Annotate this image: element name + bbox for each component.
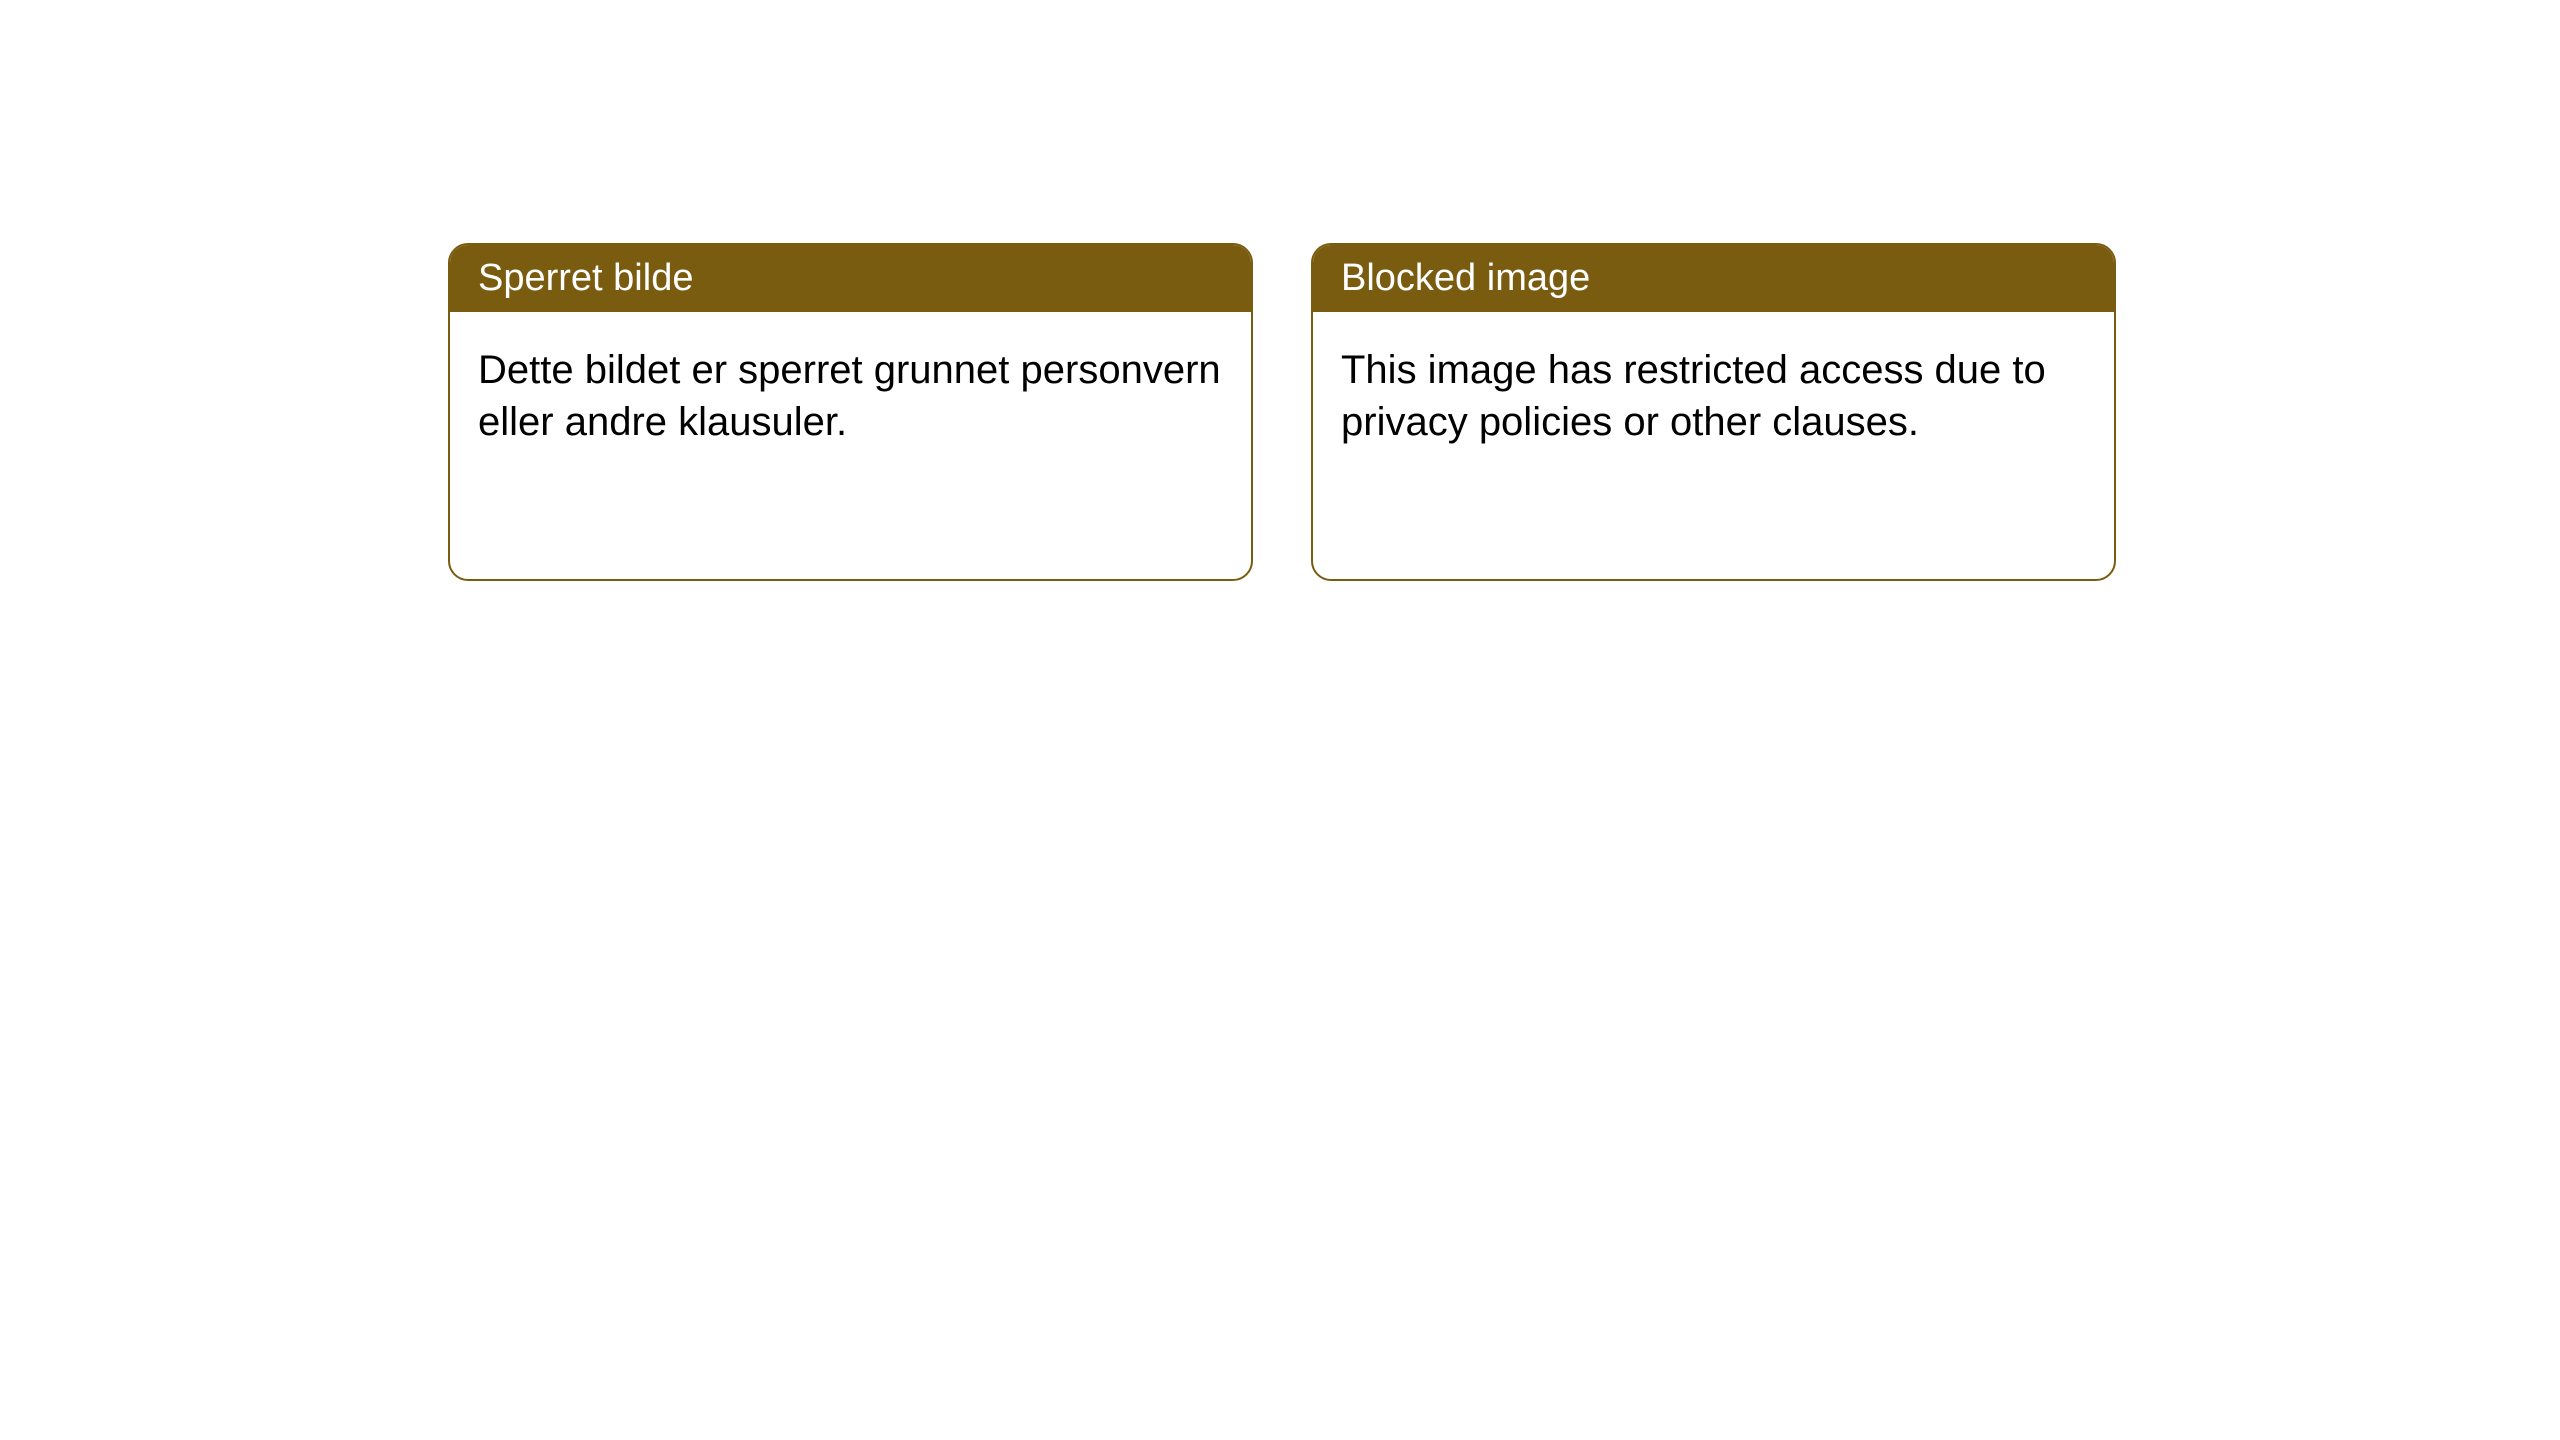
notice-card-header: Blocked image: [1313, 245, 2114, 312]
notice-cards-container: Sperret bilde Dette bildet er sperret gr…: [448, 243, 2116, 581]
notice-card-header: Sperret bilde: [450, 245, 1251, 312]
notice-card-title: Blocked image: [1341, 257, 1590, 299]
notice-card-norwegian: Sperret bilde Dette bildet er sperret gr…: [448, 243, 1253, 581]
notice-card-body-text: Dette bildet er sperret grunnet personve…: [478, 348, 1221, 444]
notice-card-english: Blocked image This image has restricted …: [1311, 243, 2116, 581]
notice-card-body-text: This image has restricted access due to …: [1341, 348, 2046, 444]
notice-card-body: Dette bildet er sperret grunnet personve…: [450, 312, 1251, 480]
notice-card-title: Sperret bilde: [478, 257, 693, 299]
notice-card-body: This image has restricted access due to …: [1313, 312, 2114, 480]
